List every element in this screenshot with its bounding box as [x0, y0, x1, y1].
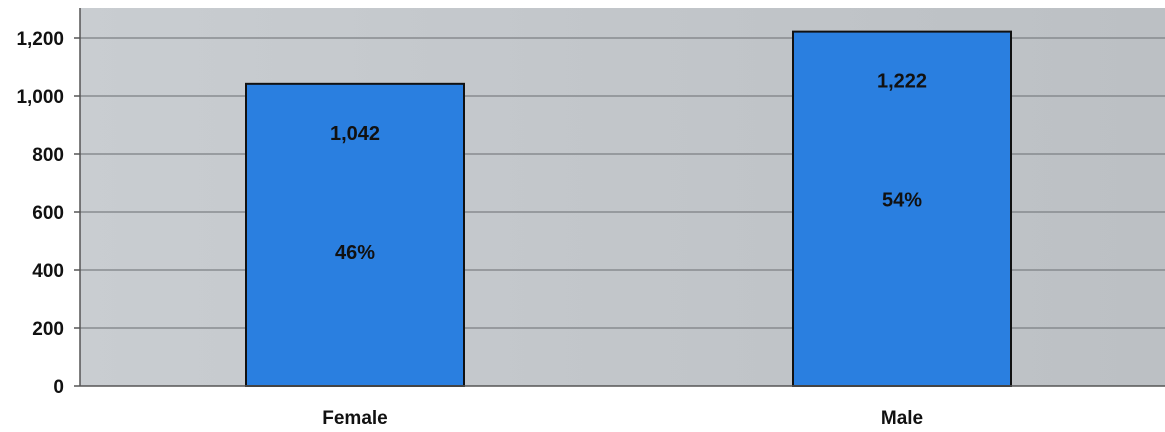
x-axis-labels: Female Male	[322, 408, 923, 429]
y-tick-label: 200	[32, 319, 64, 340]
bar-value-label: 1,222	[877, 71, 927, 93]
bar-female	[245, 82, 465, 387]
y-tick-label: 600	[32, 203, 64, 224]
x-category-label: Female	[322, 408, 387, 429]
bar-percent-label: 54%	[882, 190, 922, 212]
y-tick-label: 1,000	[16, 87, 64, 108]
y-tick-label: 400	[32, 261, 64, 282]
bar-percent-label: 46%	[335, 242, 375, 264]
y-axis-ticks: 0 200 400 600 800 1,000 1,200	[16, 29, 80, 398]
bar-value-label: 1,042	[330, 123, 380, 145]
y-tick-label: 800	[32, 145, 64, 166]
y-tick-label: 0	[53, 377, 64, 398]
y-tick-label: 1,200	[16, 29, 64, 50]
x-category-label: Male	[881, 408, 923, 429]
bars	[245, 30, 1012, 388]
data-labels: 1,042 46% 1,222 54%	[330, 71, 927, 264]
